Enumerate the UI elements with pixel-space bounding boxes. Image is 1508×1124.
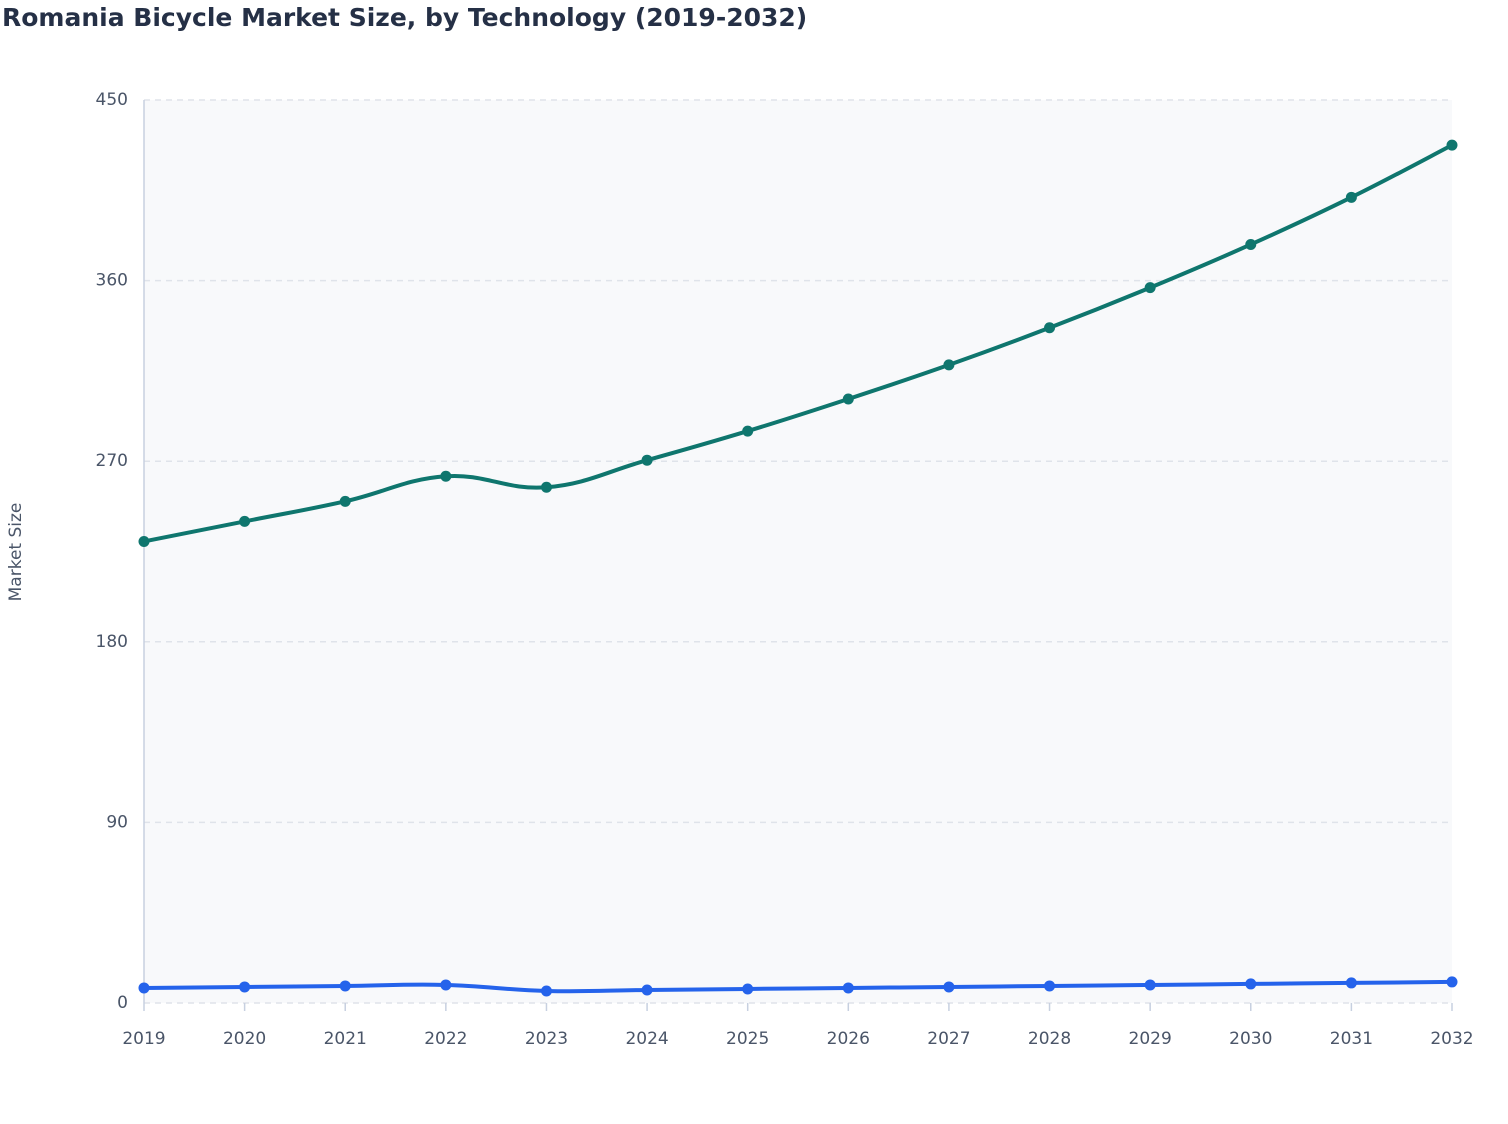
x-tick-label: 2022	[424, 1029, 467, 1049]
x-tick-label: 2020	[223, 1029, 266, 1049]
data-point	[742, 983, 754, 995]
x-tick-label: 2031	[1330, 1029, 1373, 1049]
y-tick-label: 450	[96, 90, 128, 110]
y-tick-label: 0	[117, 993, 128, 1013]
data-point	[540, 481, 552, 493]
data-point	[1446, 139, 1458, 151]
x-tick-label: 2028	[1028, 1029, 1071, 1049]
data-point	[842, 393, 854, 405]
series-line	[143, 143, 1453, 544]
data-point	[943, 359, 955, 371]
data-point	[339, 495, 351, 507]
x-tick-label: 2025	[726, 1029, 769, 1049]
y-tick-label: 270	[96, 451, 128, 471]
y-tick-label: 90	[106, 812, 128, 832]
data-point	[540, 985, 552, 997]
data-point	[742, 425, 754, 437]
data-point	[138, 982, 150, 994]
data-point	[641, 454, 653, 466]
data-point	[440, 979, 452, 991]
data-point	[1446, 976, 1458, 988]
data-point	[138, 535, 150, 547]
x-tick-label: 2030	[1229, 1029, 1272, 1049]
data-point	[339, 980, 351, 992]
data-point	[1044, 322, 1056, 334]
data-point	[1144, 282, 1156, 294]
x-tick-label: 2019	[122, 1029, 165, 1049]
series-line	[143, 979, 1453, 994]
chart-title: Romania Bicycle Market Size, by Technolo…	[2, 3, 807, 32]
y-tick-label: 180	[96, 632, 128, 652]
data-point	[239, 515, 251, 527]
x-tick-label: 2021	[324, 1029, 367, 1049]
data-point	[239, 981, 251, 993]
data-point	[641, 984, 653, 996]
data-point	[943, 981, 955, 993]
data-point	[1044, 980, 1056, 992]
data-point	[1144, 979, 1156, 991]
y-axis-label: Market Size	[6, 503, 26, 602]
data-point	[1245, 978, 1257, 990]
x-tick-label: 2029	[1129, 1029, 1172, 1049]
data-point	[1345, 977, 1357, 989]
plot-area	[144, 100, 1452, 1003]
data-point	[1245, 238, 1257, 250]
x-tick-label: 2026	[827, 1029, 870, 1049]
x-tick-label: 2032	[1430, 1029, 1473, 1049]
data-point	[842, 982, 854, 994]
x-tick-label: 2027	[927, 1029, 970, 1049]
data-point	[1345, 191, 1357, 203]
x-tick-label: 2023	[525, 1029, 568, 1049]
y-tick-label: 360	[96, 271, 128, 291]
data-point	[440, 470, 452, 482]
x-tick-label: 2024	[625, 1029, 668, 1049]
